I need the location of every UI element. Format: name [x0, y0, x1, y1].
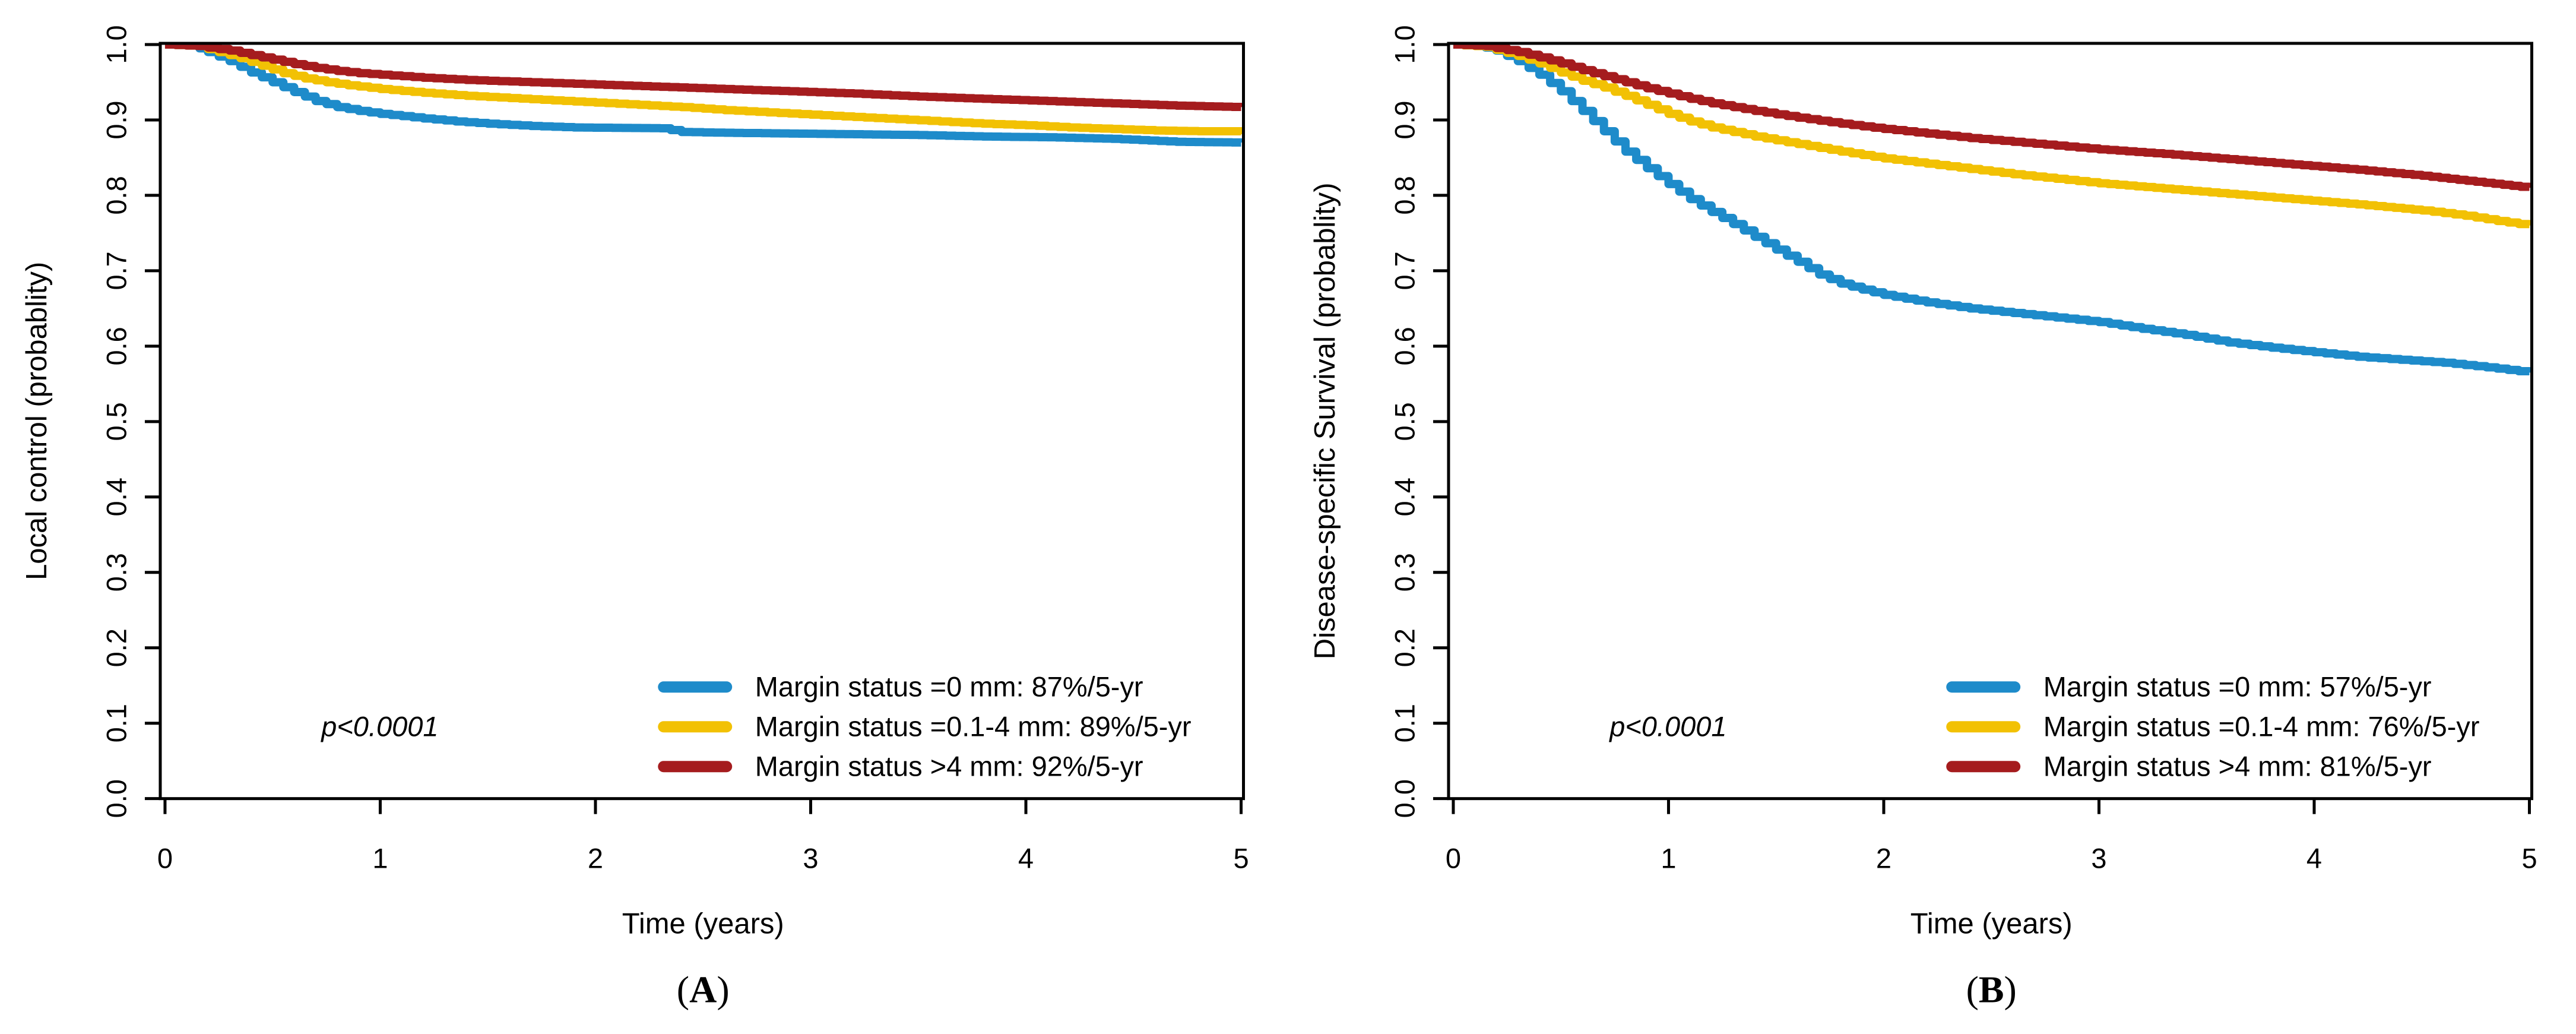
y-axis-title: Local control (probablity)	[21, 262, 53, 580]
x-tick-label: 1	[372, 843, 388, 874]
km-curves	[164, 44, 1243, 147]
y-tick-label: 0.6	[100, 327, 132, 365]
x-tick-label: 1	[1661, 843, 1676, 874]
panel-B-chart: 0 1 2 3 4 5 0.0 0.1 0.2 0.3 0.4 0.5 0.6 0.7 0.8 0.9 1.0 D…	[1288, 0, 2576, 1034]
panel-background	[0, 0, 1288, 1034]
km-curve-margin-status-0-1-4-mm	[164, 44, 1243, 135]
x-tick-label: 0	[1445, 843, 1460, 874]
y-tick-label: 0.1	[1389, 704, 1420, 742]
x-tick-label: 2	[588, 843, 603, 874]
legend-label: Margin status >4 mm: 81%/5-yr	[2043, 751, 2431, 782]
y-tick-label: 0.6	[1389, 327, 1420, 365]
y-tick-label: 0.9	[1389, 100, 1420, 139]
x-tick-label: 0	[157, 843, 173, 874]
y-tick-label: 0.2	[1389, 628, 1420, 667]
km-curve-margin-status-0-1-4-mm	[1453, 44, 2531, 229]
panel-caption: (A)	[677, 969, 730, 1011]
y-tick-label: 0.1	[100, 704, 132, 742]
legend-label: Margin status >4 mm: 92%/5-yr	[755, 751, 1143, 782]
x-tick-label: 5	[2521, 843, 2537, 874]
y-tick-label: 0.7	[100, 251, 132, 290]
y-tick-label: 0.8	[100, 176, 132, 214]
y-tick-label: 0.0	[1389, 779, 1420, 818]
x-tick-label: 4	[2306, 843, 2321, 874]
km-curve-margin-status-4-mm	[1453, 44, 2531, 191]
y-tick-label: 0.9	[100, 100, 132, 139]
p-value-annotation: p<0.0001	[1608, 711, 1726, 742]
y-tick-label: 1.0	[1389, 25, 1420, 64]
km-curves	[1453, 44, 2531, 376]
y-tick-label: 0.0	[100, 779, 132, 818]
y-tick-label: 0.8	[1389, 176, 1420, 214]
panel-caption: (B)	[1966, 969, 2016, 1011]
x-tick-label: 4	[1018, 843, 1034, 874]
y-tick-label: 0.2	[100, 628, 132, 667]
x-tick-label: 2	[1875, 843, 1891, 874]
km-curve-margin-status-0-mm	[1453, 44, 2531, 376]
legend-label: Margin status =0 mm: 87%/5-yr	[755, 671, 1143, 703]
x-tick-label: 3	[803, 843, 818, 874]
x-tick-label: 3	[2091, 843, 2106, 874]
y-tick-label: 0.7	[1389, 251, 1420, 290]
panel-A-chart: 0 1 2 3 4 5 0.0 0.1 0.2 0.3 0.4 0.5 0.6 0.7 0.8 0.9 1.0 L…	[0, 0, 1288, 1034]
y-tick-label: 0.4	[1389, 478, 1420, 516]
y-tick-label: 1.0	[100, 25, 132, 64]
legend-label: Margin status =0.1-4 mm: 76%/5-yr	[2043, 711, 2479, 742]
x-axis-title: Time (years)	[1910, 908, 2072, 940]
legend-label: Margin status =0.1-4 mm: 89%/5-yr	[755, 711, 1192, 742]
y-tick-label: 0.5	[1389, 402, 1420, 441]
y-axis-title: Disease-specific Survival (probablity)	[1308, 182, 1341, 659]
y-tick-label: 0.5	[100, 402, 132, 441]
x-tick-label: 5	[1233, 843, 1249, 874]
x-axis-title: Time (years)	[622, 908, 784, 940]
panel-background	[1288, 0, 2576, 1034]
y-tick-label: 0.3	[100, 553, 132, 592]
legend-label: Margin status =0 mm: 57%/5-yr	[2043, 671, 2431, 703]
y-tick-label: 0.3	[1389, 553, 1420, 592]
y-tick-label: 0.4	[100, 478, 132, 516]
km-curve-margin-status-0-mm	[164, 44, 1243, 147]
p-value-annotation: p<0.0001	[320, 711, 438, 742]
km-curve-margin-status-4-mm	[164, 44, 1243, 111]
